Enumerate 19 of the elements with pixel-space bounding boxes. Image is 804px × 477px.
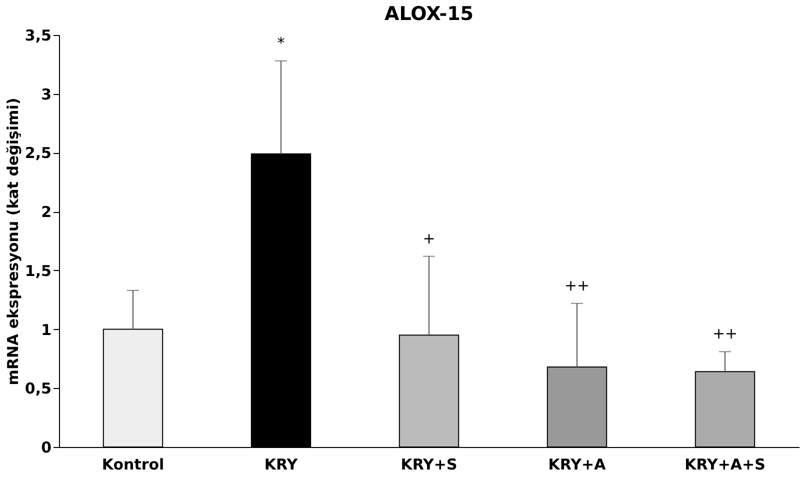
annotation: * [277,34,286,52]
x-tick-label: KRY+A [548,456,606,474]
y-tick-label: 2,5 [24,144,52,162]
annotation: ++ [564,276,590,294]
y-tick-label: 3,5 [24,26,52,44]
chart-title: ALOX-15 [384,3,474,25]
y-tick-label: 1 [41,320,52,339]
annotation: + [422,229,436,248]
x-tick-label: KRY+S [400,456,458,474]
y-tick-label: 1,5 [24,262,52,280]
annotation: ++ [712,324,738,343]
y-tick-label: 2 [41,203,52,222]
x-tick-label: Kontrol [102,456,164,474]
x-tick-label: KRY+A+S [684,456,766,474]
y-tick-label: 0,5 [24,380,52,398]
x-tick-label: KRY [264,456,299,474]
y-tick-label: 3 [41,85,52,104]
y-tick-label: 0 [41,438,52,456]
y-axis-title: mRNA ekspresyonu (kat değişimi) [4,98,22,386]
